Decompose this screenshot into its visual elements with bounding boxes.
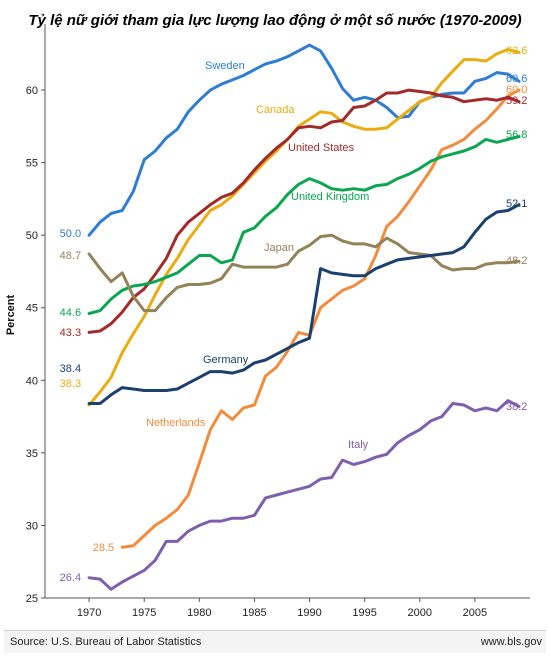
series-name-germany: Germany xyxy=(203,354,249,366)
series-name-united-states: United States xyxy=(288,142,355,154)
x-tick-label: 1985 xyxy=(242,607,266,619)
series-line-united-kingdom xyxy=(87,135,521,315)
series-line-netherlands xyxy=(120,88,521,549)
end-value-netherlands: 60.0 xyxy=(506,84,527,96)
y-tick-label: 35 xyxy=(26,448,38,460)
end-value-germany: 52.1 xyxy=(506,198,527,210)
y-tick-label: 25 xyxy=(26,593,38,605)
series-labels: Sweden 50.0 60.6 Canada 38.3 62.6 Netherlands 2… xyxy=(60,45,528,584)
y-tick-label: 50 xyxy=(26,230,38,242)
end-value-japan: 48.2 xyxy=(506,255,527,267)
y-tick-label: 45 xyxy=(26,303,38,315)
x-tick-label: 1970 xyxy=(77,607,101,619)
start-value-germany: 38.4 xyxy=(60,363,81,375)
end-value-united-states: 59.2 xyxy=(506,95,527,107)
axes: 25 30 35 40 45 50 55 60 1970 1975 1980 1985 1990 1995… xyxy=(5,24,530,619)
series-name-italy: Italy xyxy=(348,439,369,451)
end-value-sweden: 60.6 xyxy=(506,73,527,85)
chart-title: Tỷ lệ nữ giới tham gia lực lượng lao độn… xyxy=(28,12,522,29)
x-tick-label: 2005 xyxy=(463,607,487,619)
series-line-germany xyxy=(87,203,521,405)
y-axis-title: Percent xyxy=(5,294,17,335)
y-tick-label: 30 xyxy=(26,520,38,532)
series-name-japan: Japan xyxy=(264,242,294,254)
start-value-netherlands: 28.5 xyxy=(93,542,114,554)
x-tick-label: 1995 xyxy=(352,607,376,619)
y-tick-label: 40 xyxy=(26,375,38,387)
series-line-italy xyxy=(87,399,521,591)
y-tick-label: 60 xyxy=(26,85,38,97)
y-tick-label: 55 xyxy=(26,158,38,170)
start-value-united-states: 43.3 xyxy=(60,327,81,339)
series-line-sweden xyxy=(87,43,521,237)
start-value-italy: 26.4 xyxy=(60,572,81,584)
start-value-sweden: 50.0 xyxy=(60,228,81,240)
start-value-canada: 38.3 xyxy=(60,378,81,390)
start-value-japan: 48.7 xyxy=(60,250,81,262)
x-tick-label: 2000 xyxy=(408,607,432,619)
end-value-united-kingdom: 56.8 xyxy=(506,129,527,141)
series-name-netherlands: Netherlands xyxy=(146,417,206,429)
series-lines xyxy=(87,43,521,591)
x-tick-label: 1980 xyxy=(187,607,211,619)
series-name-sweden: Sweden xyxy=(205,60,245,72)
start-value-united-kingdom: 44.6 xyxy=(60,307,81,319)
series-line-japan xyxy=(87,233,521,313)
series-name-canada: Canada xyxy=(256,104,295,116)
source-note: Source: U.S. Bureau of Labor Statistics xyxy=(10,636,202,648)
x-tick-label: 1990 xyxy=(297,607,321,619)
x-tick-label: 1975 xyxy=(132,607,156,619)
site-link[interactable]: www.bls.gov xyxy=(480,636,542,648)
series-line-united-states xyxy=(87,88,521,334)
series-line-canada xyxy=(87,47,521,407)
end-value-italy: 38.2 xyxy=(506,401,527,413)
series-name-united-kingdom: United Kingdom xyxy=(291,191,369,203)
end-value-canada: 62.6 xyxy=(506,45,527,57)
footer: Source: U.S. Bureau of Labor Statistics … xyxy=(4,630,546,653)
